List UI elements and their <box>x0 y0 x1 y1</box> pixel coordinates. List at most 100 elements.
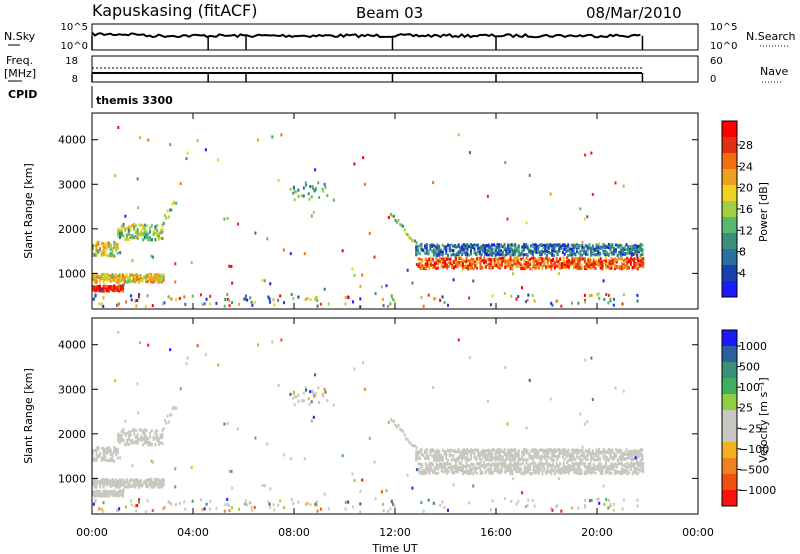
velocity-point-926 <box>544 457 547 461</box>
cpid-label: CPID <box>8 88 37 101</box>
power-point-1072 <box>591 244 594 248</box>
power-point-1094 <box>597 250 600 254</box>
power-point-695 <box>469 249 472 253</box>
velocity-point-967 <box>556 457 559 461</box>
velocity-point-2088 <box>517 500 520 504</box>
power-point-1983 <box>603 297 606 301</box>
velocity-point-423 <box>160 484 163 488</box>
velocity-point-2229 <box>308 402 311 406</box>
velocity-point-2107 <box>249 501 252 505</box>
power-point-1333 <box>451 265 454 269</box>
power-point-1775 <box>589 263 592 267</box>
velocity-point-1563 <box>525 461 528 465</box>
velocity-point-1425 <box>479 470 482 474</box>
velocity-point-1641 <box>550 463 553 467</box>
power-point-1645 <box>550 265 553 269</box>
power-point-225 <box>99 277 102 281</box>
power-point-1032 <box>577 251 580 255</box>
velocity-point-624 <box>447 458 450 462</box>
power-point-13 <box>95 241 98 245</box>
velocity-point-2175 <box>359 489 362 493</box>
velocity-point-1320 <box>446 470 449 474</box>
power-point-1465 <box>493 257 496 261</box>
velocity-point-1451 <box>490 468 493 472</box>
power-point-1977 <box>292 296 295 300</box>
velocity-point-768 <box>492 456 495 460</box>
velocity-point-628 <box>448 454 451 458</box>
velocity-point-55 <box>109 449 112 453</box>
velocity-point-1672 <box>559 462 562 466</box>
vel-cbar-block-7 <box>722 442 737 459</box>
power-point-693 <box>469 246 472 250</box>
power-point-2234 <box>297 194 300 198</box>
power-point-618 <box>445 247 448 251</box>
power-point-818 <box>508 243 511 247</box>
velocity-point-435 <box>93 494 96 498</box>
power-point-1894 <box>626 256 629 260</box>
power-point-1542 <box>518 265 521 269</box>
velocity-point-498 <box>113 490 116 494</box>
power-point-1361 <box>460 264 463 268</box>
power-point-135 <box>136 229 139 233</box>
velocity-point-416 <box>159 482 162 486</box>
vel-yticks-label-2: 2000 <box>58 428 86 441</box>
velocity-point-1543 <box>518 466 521 470</box>
power-point-816 <box>507 248 510 252</box>
power-point-1027 <box>576 243 579 247</box>
velocity-point-189 <box>156 436 159 440</box>
velocity-point-1141 <box>614 448 617 452</box>
power-point-293 <box>118 280 121 284</box>
velocity-point-1074 <box>591 456 594 460</box>
velocity-point-2061 <box>319 507 322 511</box>
power-point-2157 <box>257 138 260 142</box>
power-point-1381 <box>467 264 470 268</box>
velocity-point-2055 <box>636 504 639 508</box>
velocity-point-601 <box>439 453 442 457</box>
velocity-point-796 <box>501 450 504 454</box>
velocity-point-630 <box>448 449 451 453</box>
velocity-point-633 <box>450 458 453 462</box>
velocity-point-1928 <box>636 463 639 467</box>
power-point-1410 <box>476 262 479 266</box>
power-point-534 <box>415 247 418 251</box>
velocity-point-1165 <box>621 452 624 456</box>
power-point-2044 <box>253 300 256 304</box>
power-point-1939 <box>640 263 643 267</box>
power-point-177 <box>152 230 155 234</box>
power-point-1722 <box>573 265 576 269</box>
power-point-1624 <box>543 258 546 262</box>
velocity-point-763 <box>491 448 494 452</box>
power-point-115 <box>129 234 132 238</box>
power-point-1444 <box>486 258 489 262</box>
velocity-point-735 <box>482 455 485 459</box>
velocity-point-1373 <box>463 464 466 468</box>
velocity-point-1054 <box>586 450 589 454</box>
power-point-827 <box>510 248 513 252</box>
velocity-point-776 <box>494 451 497 455</box>
velocity-point-2139 <box>231 486 234 490</box>
velocity-point-99 <box>124 443 127 447</box>
velocity-point-1181 <box>629 453 632 457</box>
power-point-1062 <box>588 244 591 248</box>
velocity-point-1057 <box>586 454 589 458</box>
power-point-667 <box>462 246 465 250</box>
velocity-point-813 <box>507 448 510 452</box>
power-point-2197 <box>387 215 390 219</box>
power-point-387 <box>150 272 153 276</box>
velocity-point-253 <box>106 483 109 487</box>
power-point-556 <box>422 249 425 253</box>
power-point-455 <box>99 289 102 293</box>
power-point-1066 <box>590 250 593 254</box>
power-point-1929 <box>636 263 639 267</box>
power-point-120 <box>133 227 136 231</box>
velocity-point-598 <box>438 449 441 453</box>
velocity-point-1197 <box>634 448 637 452</box>
power-point-1190 <box>630 252 633 256</box>
power-point-442 <box>95 288 98 292</box>
velocity-point-1624 <box>543 463 546 467</box>
power-point-776 <box>494 246 497 250</box>
velocity-point-1816 <box>601 467 604 471</box>
power-point-1666 <box>557 263 560 267</box>
power-point-2209 <box>297 188 300 192</box>
velocity-point-298 <box>120 480 123 484</box>
